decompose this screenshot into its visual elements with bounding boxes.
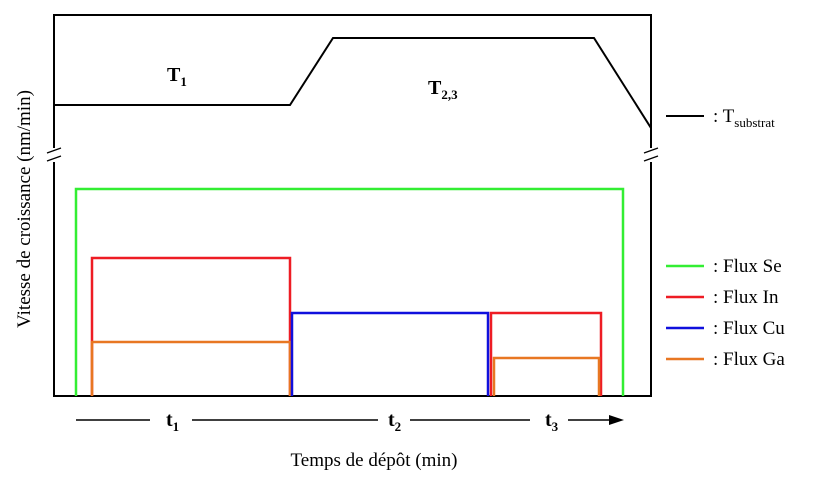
flux-ga-line-stage1 (90, 340, 292, 396)
legend-flux-in: : Flux In (666, 287, 779, 308)
legend-flux-cu-label: : Flux Cu (713, 318, 785, 339)
flux-in-line-stage1 (90, 256, 292, 396)
legend-flux-ga: : Flux Ga (666, 349, 785, 370)
time-arrow-head (609, 415, 624, 425)
axis-break-right (643, 147, 659, 162)
x-axis-label: Temps de dépôt (min) (291, 450, 458, 471)
time-label-t3: t3 (545, 409, 559, 434)
time-label-t1: t1 (166, 409, 179, 434)
time-axis-arrow (76, 415, 624, 425)
y-axis-label: Vitesse de croissance (nm/min) (14, 90, 35, 328)
axis-break-left (46, 147, 62, 162)
flux-cu-line-stage2 (290, 311, 490, 396)
flux-ga-line-stage3 (492, 356, 601, 396)
legend-flux-se: : Flux Se (666, 256, 782, 277)
legend-substrate-label: : Tsubstrat (713, 106, 775, 130)
temperature-label-t23: T2,3 (428, 77, 458, 102)
legend-substrate: : Tsubstrat (666, 106, 775, 130)
flux-se-line (74, 187, 625, 396)
substrate-temperature-line (54, 37, 652, 129)
time-label-t2: t2 (388, 409, 401, 434)
legend-flux-cu: : Flux Cu (666, 318, 785, 339)
legend-flux-ga-label: : Flux Ga (713, 349, 785, 370)
temperature-label-t1: T1 (167, 64, 187, 89)
flux-in-line-stage3 (489, 311, 603, 396)
legend-flux-se-label: : Flux Se (713, 256, 782, 277)
legend-flux-in-label: : Flux In (713, 287, 779, 308)
plot-frame (53, 14, 652, 397)
